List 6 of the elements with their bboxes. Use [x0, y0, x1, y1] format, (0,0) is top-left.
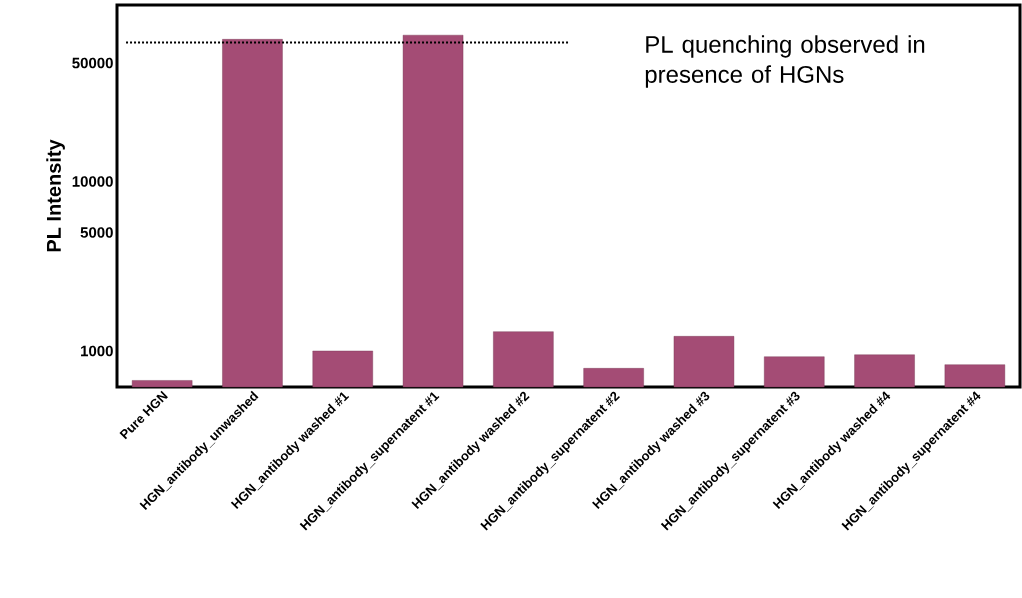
y-tick-label: 10000 — [72, 176, 113, 187]
y-tick-label: 5000 — [80, 227, 113, 238]
y-tick-label: 50000 — [72, 57, 113, 69]
y-tick-label: 1000 — [81, 345, 113, 357]
annotation: PL quenching observed in presence of HGNs — [645, 35, 925, 88]
y-axis-title: PL Intensity — [46, 139, 65, 252]
